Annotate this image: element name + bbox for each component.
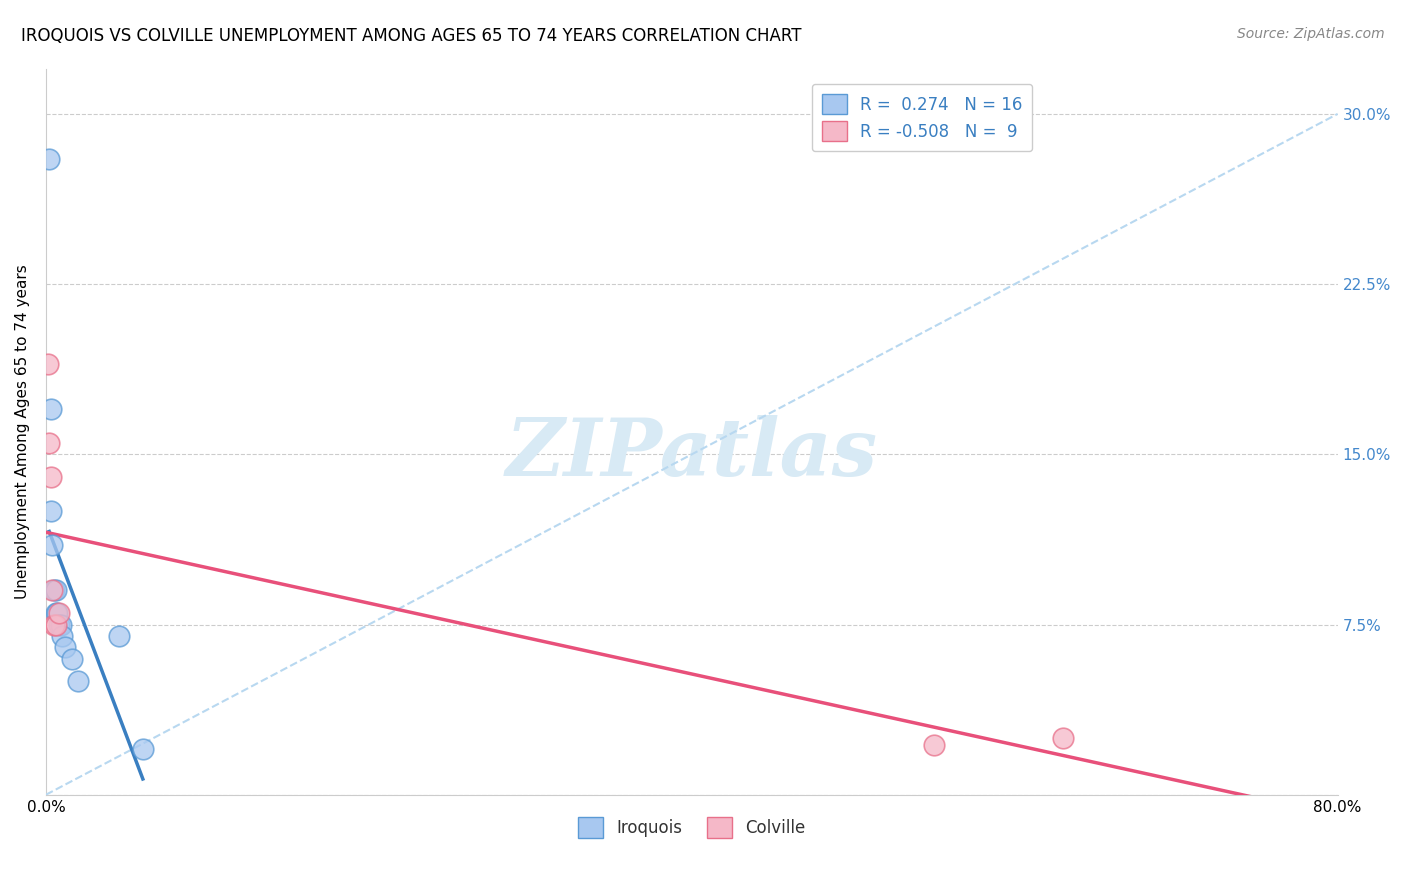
Point [38, 153, 60, 167]
Point [67, 674, 90, 689]
Point [38, 436, 60, 450]
Point [48, 617, 70, 632]
Point [49, 617, 72, 632]
Point [45, 617, 67, 632]
Point [39, 470, 62, 484]
Point [60, 651, 83, 665]
Legend: Iroquois, Colville: Iroquois, Colville [571, 811, 813, 845]
Point [48, 606, 70, 620]
Point [42, 583, 65, 598]
Point [39, 401, 62, 416]
Point [45, 606, 67, 620]
Text: Source: ZipAtlas.com: Source: ZipAtlas.com [1237, 27, 1385, 41]
Text: ZIPatlas: ZIPatlas [506, 415, 877, 492]
Point [37, 357, 59, 371]
Point [53, 640, 76, 655]
Point [39, 504, 62, 518]
Text: IROQUOIS VS COLVILLE UNEMPLOYMENT AMONG AGES 65 TO 74 YEARS CORRELATION CHART: IROQUOIS VS COLVILLE UNEMPLOYMENT AMONG … [21, 27, 801, 45]
Y-axis label: Unemployment Among Ages 65 to 74 years: Unemployment Among Ages 65 to 74 years [15, 264, 30, 599]
Point [922, 738, 945, 752]
Point [46, 606, 69, 620]
Point [42, 617, 65, 632]
Point [45, 583, 67, 598]
Point [132, 742, 155, 756]
Point [51, 629, 73, 643]
Point [41, 538, 63, 552]
Point [1052, 731, 1074, 745]
Point [41, 583, 63, 598]
Point [107, 629, 129, 643]
